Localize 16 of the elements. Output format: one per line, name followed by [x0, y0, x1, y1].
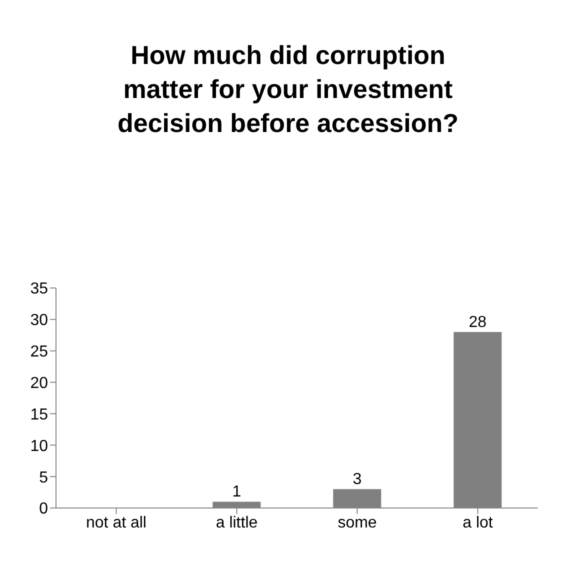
x-tick-label: some: [338, 514, 377, 532]
y-tick-label: 10: [30, 438, 48, 455]
x-tick-label: a lot: [462, 514, 494, 532]
y-tick-label: 15: [30, 406, 48, 424]
chart-title: How much did corruption matter for your investment decision before accession?: [116, 39, 460, 140]
x-tick-label: not at all: [86, 514, 146, 532]
y-tick-label: 25: [30, 344, 48, 361]
y-tick-label: 20: [30, 374, 48, 392]
data-label: 1: [232, 484, 242, 501]
y-tick-label: 0: [39, 500, 48, 518]
y-tick-label: 35: [30, 280, 48, 298]
data-label: 28: [468, 314, 487, 331]
data-label: 3: [352, 471, 362, 488]
y-tick-label: 30: [30, 312, 48, 330]
x-tick-label: a little: [216, 514, 258, 532]
y-tick-label: 5: [39, 469, 48, 486]
